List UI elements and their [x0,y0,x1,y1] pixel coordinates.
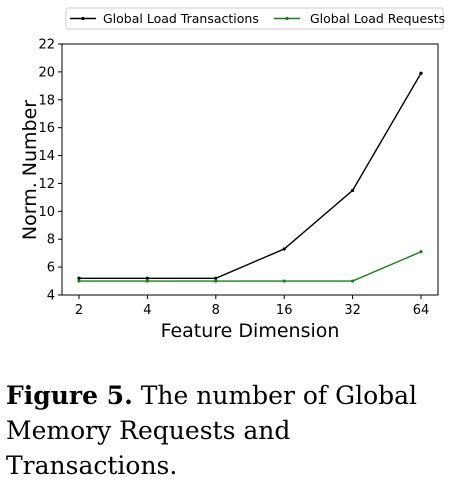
legend-label-0: Global Load Transactions [103,11,259,26]
x-tick-label: 32 [344,303,361,318]
legend-marker-0 [81,16,85,21]
legend: Global Load Transactions Global Load Requ… [65,7,445,30]
y-tick-label: 20 [38,65,55,80]
y-axis-title: Norm. Number [19,100,41,240]
plot-area [61,43,439,296]
series-line-0 [79,72,422,279]
data-point [419,71,423,75]
legend-label-1: Global Load Requests [310,11,445,26]
data-point [77,279,81,283]
data-point [214,276,218,280]
figure-caption: Figure 5. The number of Global Memory Re… [6,378,466,483]
series-layer [77,71,423,283]
y-tick-label: 18 [38,93,55,108]
legend-frame [65,7,444,30]
x-axis-title: Feature Dimension [161,320,340,342]
y-tick-label: 8 [47,233,55,248]
y-tick-label: 12 [38,177,55,192]
data-point [214,279,218,283]
data-point [145,276,149,280]
data-point [419,250,423,254]
data-point [351,279,355,283]
y-tick-label: 6 [47,261,55,276]
legend-marker-1 [285,16,289,21]
x-tick-label: 4 [143,303,151,318]
y-tick-label: 4 [47,289,55,304]
y-tick-label: 14 [38,149,55,164]
data-point [77,276,81,280]
y-tick-label: 16 [38,121,55,136]
data-point [145,279,149,283]
y-axis: 4 6 8 10 12 14 16 18 20 22 [38,38,62,304]
data-point [282,279,286,283]
y-tick-label: 10 [38,205,55,220]
y-tick-label: 22 [38,38,55,53]
x-tick-label: 64 [413,303,430,318]
data-point [351,188,355,193]
x-tick-label: 2 [75,303,83,318]
series-line-1 [79,251,422,282]
data-point [282,247,286,251]
x-tick-label: 8 [212,303,220,318]
chart: Global Load Transactions Global Load Requ… [19,7,445,342]
caption-label: Figure 5. [6,381,133,410]
x-axis: 2 4 8 16 32 64 [75,295,429,318]
x-tick-label: 16 [276,303,293,318]
